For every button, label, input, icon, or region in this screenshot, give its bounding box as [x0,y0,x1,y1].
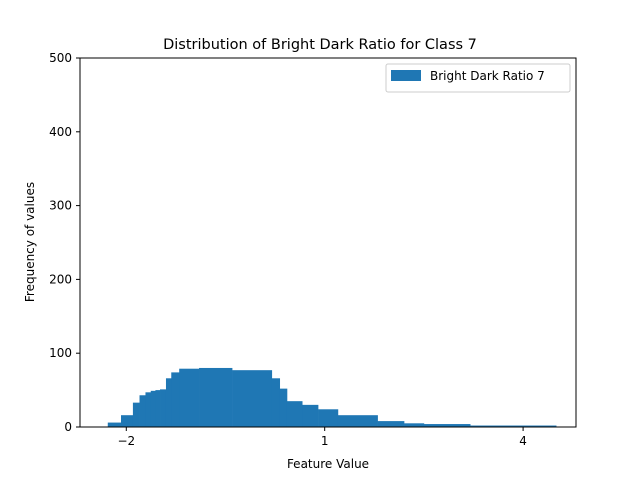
y-tick-label: 400 [49,125,72,139]
histogram-bars [107,367,557,427]
x-tick-label: 4 [519,434,527,448]
legend-frame [385,63,571,93]
histogram-bar [139,395,146,427]
chart-title: Distribution of Bright Dark Ratio for Cl… [163,37,477,53]
histogram-bar [165,378,172,427]
x-tick-label: −2 [117,434,135,448]
histogram-bar [107,422,122,427]
histogram-bar [155,390,161,427]
y-axis-label: Frequency of values [23,182,37,302]
y-axis-ticks: 0 100 200 300 400 500 [49,51,80,434]
histogram-bar [150,390,156,427]
histogram-bar [145,392,152,427]
histogram-bar [337,415,378,427]
histogram-bar [271,378,281,427]
histogram-bar [232,370,273,427]
histogram-bar [171,372,180,427]
histogram-bar [404,423,425,427]
histogram-bar [423,424,471,427]
histogram-bar [199,367,233,427]
histogram-bar [318,409,339,427]
histogram-bar [279,388,288,427]
histogram-bar [286,401,303,427]
legend: Bright Dark Ratio 7 [385,63,571,93]
x-axis-ticks: −2 1 4 [117,427,527,448]
plot-frame [79,57,577,428]
histogram-bar [377,421,405,427]
histogram-bar [470,425,557,427]
x-axis-label: Feature Value [287,457,369,471]
y-tick-label: 200 [49,272,72,286]
legend-swatch [391,70,421,81]
histogram-bar [121,415,134,427]
y-tick-label: 100 [49,346,72,360]
histogram-bar [302,404,319,427]
histogram-bar [160,389,167,427]
histogram-bar [179,368,200,427]
y-tick-label: 300 [49,199,72,213]
legend-label: Bright Dark Ratio 7 [430,69,545,83]
histogram-bar [132,402,140,427]
y-tick-label: 500 [49,51,72,65]
x-tick-label: 1 [321,434,329,448]
y-tick-label: 0 [64,420,72,434]
